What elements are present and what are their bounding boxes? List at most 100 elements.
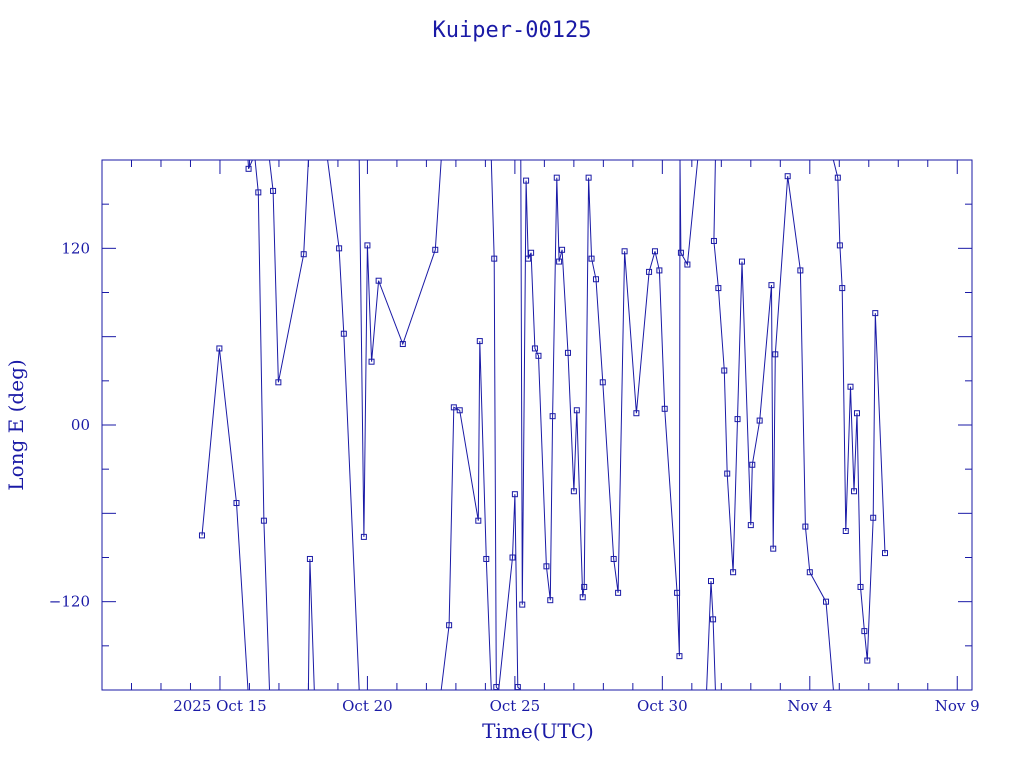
- series-line: [490, 159, 500, 691]
- data-point: [646, 268, 653, 275]
- data-point: [559, 246, 566, 253]
- data-point: [585, 174, 592, 181]
- data-point: [661, 405, 668, 412]
- data-point: [772, 351, 779, 358]
- data-point: [245, 165, 252, 172]
- data-point: [864, 657, 871, 664]
- data-point: [399, 341, 406, 348]
- data-point: [198, 532, 205, 539]
- data-point: [340, 330, 347, 337]
- x-tick-label: Oct 25: [490, 697, 541, 715]
- data-point: [599, 379, 606, 386]
- data-point: [581, 583, 588, 590]
- data-point: [797, 267, 804, 274]
- series-line: [307, 558, 315, 691]
- series-line: [713, 159, 834, 691]
- data-point: [677, 249, 684, 256]
- data-point: [564, 349, 571, 356]
- data-point: [531, 345, 538, 352]
- data-point: [747, 522, 754, 529]
- data-point: [511, 491, 518, 498]
- data-point: [710, 237, 717, 244]
- data-point: [300, 251, 307, 258]
- data-point: [834, 174, 841, 181]
- data-point: [847, 383, 854, 390]
- data-point: [721, 367, 728, 374]
- data-point: [588, 255, 595, 262]
- data-point: [260, 517, 267, 524]
- data-point: [270, 187, 277, 194]
- data-point: [621, 248, 628, 255]
- data-point: [839, 285, 846, 292]
- data-point: [870, 514, 877, 521]
- series-line: [201, 348, 249, 691]
- data-point: [724, 470, 731, 477]
- series-line: [832, 159, 886, 661]
- data-point: [306, 555, 313, 562]
- data-point: [674, 589, 681, 596]
- series-line: [498, 494, 522, 691]
- data-point: [802, 523, 809, 530]
- data-point: [579, 594, 586, 601]
- data-point: [336, 245, 343, 252]
- series-line: [679, 159, 699, 267]
- data-point: [535, 352, 542, 359]
- data-point: [708, 578, 714, 585]
- data-point: [784, 173, 791, 180]
- data-point: [656, 267, 663, 274]
- data-point: [493, 684, 500, 691]
- series-line: [706, 581, 716, 691]
- data-point: [514, 684, 521, 691]
- data-point: [483, 555, 490, 562]
- data-point: [491, 255, 498, 262]
- series-line: [358, 159, 442, 537]
- data-point: [573, 407, 580, 414]
- x-tick-label: Nov 9: [935, 697, 980, 715]
- data-point: [651, 248, 658, 255]
- x-axis-label: Time(UTC): [482, 719, 594, 743]
- y-axis-label: Long E (deg): [4, 359, 28, 490]
- data-point: [375, 277, 382, 284]
- data-point: [216, 345, 223, 352]
- series-line: [254, 159, 270, 691]
- data-point: [730, 569, 737, 576]
- data-point: [756, 417, 763, 424]
- data-point: [364, 242, 371, 249]
- data-point: [509, 554, 516, 561]
- data-point: [547, 597, 554, 604]
- data-point: [770, 545, 777, 552]
- data-point: [432, 246, 439, 253]
- data-point: [734, 416, 741, 423]
- data-point: [549, 413, 556, 420]
- series-line: [440, 341, 492, 691]
- data-point: [615, 589, 622, 596]
- data-point: [476, 338, 483, 345]
- data-point: [738, 258, 745, 265]
- data-point: [853, 410, 860, 417]
- data-point: [255, 189, 262, 196]
- data-point: [806, 569, 813, 576]
- data-point: [684, 261, 691, 268]
- x-tick-label: Oct 30: [637, 697, 688, 715]
- series-line: [269, 159, 309, 383]
- data-point: [851, 488, 858, 495]
- data-point: [633, 410, 640, 417]
- data-point: [368, 358, 375, 365]
- data-point: [861, 628, 868, 635]
- y-tick-label: −120: [49, 593, 90, 611]
- x-tick-label: Oct 20: [342, 697, 393, 715]
- series-line: [520, 159, 681, 657]
- data-point: [553, 174, 560, 181]
- data-point: [882, 550, 888, 557]
- data-point: [836, 242, 843, 249]
- data-point: [710, 616, 717, 623]
- data-point: [450, 404, 457, 411]
- data-point: [456, 407, 463, 414]
- data-point: [525, 255, 532, 262]
- series-line: [327, 159, 360, 691]
- data-point: [592, 276, 599, 283]
- data-point: [823, 598, 830, 605]
- data-point: [556, 258, 563, 265]
- data-point: [446, 622, 453, 629]
- data-point: [676, 653, 683, 660]
